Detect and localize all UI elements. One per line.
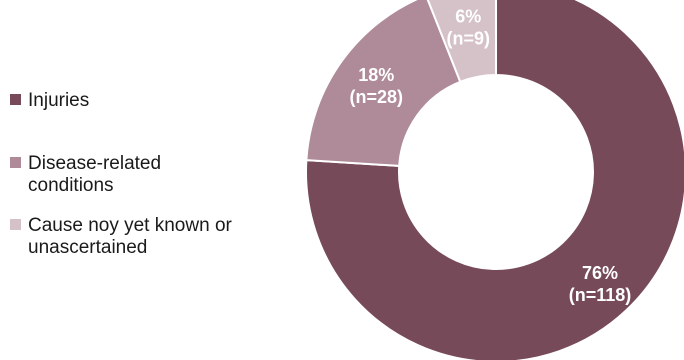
slice-pct-label-1: 18% [358, 65, 394, 85]
legend-swatch-injuries [10, 94, 21, 105]
legend-label-injuries: Injuries [28, 90, 89, 112]
slice-n-label-1: (n=28) [349, 87, 403, 107]
legend-item-disease: Disease-related conditions [10, 153, 161, 197]
legend: Injuries Disease-related conditions Caus… [10, 0, 300, 360]
slice-n-label-0: (n=118) [569, 285, 632, 305]
legend-swatch-unknown [10, 219, 21, 230]
donut-slice-1 [305, 0, 462, 167]
legend-item-injuries: Injuries [10, 90, 89, 112]
donut-slice-0 [305, 0, 684, 360]
legend-label-unknown: Cause noy yet known or unascertained [28, 215, 232, 259]
legend-swatch-disease [10, 157, 21, 168]
legend-label-disease: Disease-related conditions [28, 153, 161, 197]
legend-label-disease-line1: Disease-related [28, 153, 162, 174]
slice-pct-label-0: 76% [582, 263, 618, 283]
legend-label-unknown-line2: unascertained [28, 237, 148, 258]
donut-slice-2 [426, 0, 497, 84]
legend-label-unknown-line1: Cause noy yet known or [28, 215, 232, 236]
slice-pct-label-2: 6% [455, 7, 481, 27]
slice-n-label-2: (n=9) [447, 29, 491, 49]
legend-label-injuries-line1: Injuries [28, 90, 90, 111]
legend-label-disease-line2: conditions [28, 175, 114, 196]
legend-item-unknown: Cause noy yet known or unascertained [10, 215, 232, 259]
